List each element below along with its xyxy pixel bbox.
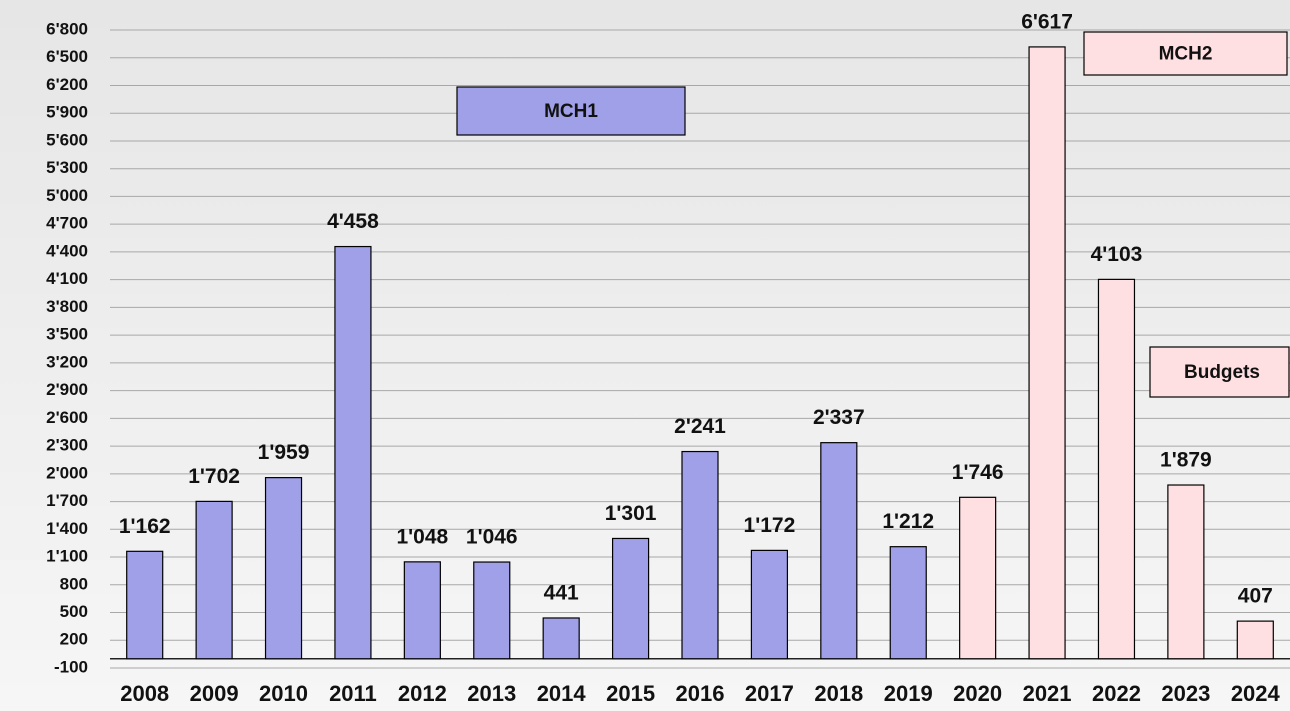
- y-tick-label: 1'100: [46, 547, 88, 566]
- x-tick-label: 2015: [606, 681, 655, 706]
- legend-label: MCH1: [544, 101, 598, 122]
- y-tick-label: 5'300: [46, 158, 88, 177]
- bar: [542, 617, 580, 660]
- data-label: 441: [544, 582, 579, 605]
- y-tick-label: 4'700: [46, 214, 88, 233]
- x-tick-label: 2017: [745, 681, 794, 706]
- x-tick-label: 2010: [259, 681, 308, 706]
- bar: [1097, 278, 1136, 660]
- y-tick-label: 1'400: [46, 519, 88, 538]
- x-tick-label: 2013: [467, 681, 516, 706]
- bar: [264, 477, 303, 660]
- y-tick-label: 4'100: [46, 269, 88, 288]
- x-tick-label: 2009: [190, 681, 239, 706]
- annotation-box: [1149, 346, 1290, 398]
- x-tick-label: 2012: [398, 681, 447, 706]
- annotation: Budgets: [1184, 362, 1260, 383]
- y-tick-label: 4'400: [46, 241, 88, 260]
- bar: [1167, 484, 1205, 660]
- data-label: 1'172: [744, 514, 796, 537]
- x-tick-label: 2008: [120, 681, 169, 706]
- bar: [959, 496, 997, 660]
- y-tick-label: 200: [60, 630, 88, 649]
- bar: [403, 561, 441, 660]
- y-tick-label: 2'900: [46, 380, 88, 399]
- y-tick-label: 5'900: [46, 103, 88, 122]
- x-tick-label: 2016: [676, 681, 725, 706]
- x-tick-label: 2019: [884, 681, 933, 706]
- legend-label: MCH2: [1159, 44, 1213, 65]
- y-tick-label: 500: [60, 602, 88, 621]
- bar: [1028, 46, 1066, 660]
- data-label: 4'458: [327, 210, 379, 233]
- x-tick-label: 2024: [1231, 681, 1281, 706]
- bar: [126, 550, 164, 660]
- x-tick-label: 2014: [537, 681, 587, 706]
- y-tick-label: 2'600: [46, 408, 88, 427]
- y-tick-label: 800: [60, 574, 88, 593]
- bar: [195, 500, 233, 660]
- data-label: 1'048: [396, 525, 448, 548]
- bar: [820, 442, 858, 660]
- data-label: 407: [1238, 585, 1273, 608]
- data-label: 1'879: [1160, 449, 1212, 472]
- bar: [1236, 620, 1274, 660]
- bar: [473, 561, 511, 660]
- y-tick-label: 3'500: [46, 325, 88, 344]
- bar: [334, 245, 372, 660]
- y-tick-label: 1'700: [46, 491, 88, 510]
- y-tick-label: 2'300: [46, 436, 88, 455]
- data-label: 1'702: [188, 465, 240, 488]
- y-tick-label: 3'200: [46, 352, 88, 371]
- y-tick-label: 6'500: [46, 47, 88, 66]
- y-tick-label: -100: [54, 657, 88, 676]
- x-tick-label: 2021: [1023, 681, 1072, 706]
- data-label: 1'162: [119, 515, 171, 538]
- data-label: 1'746: [952, 461, 1004, 484]
- data-label: 2'241: [674, 415, 726, 438]
- x-tick-label: 2011: [329, 681, 377, 706]
- bar: [750, 549, 789, 660]
- data-label: 1'301: [605, 502, 657, 525]
- bar: [611, 537, 650, 660]
- y-tick-label: 5'600: [46, 130, 88, 149]
- y-tick-label: 6'800: [46, 19, 88, 38]
- data-label: 6'617: [1021, 10, 1073, 33]
- bar: [681, 450, 719, 660]
- data-label: 2'337: [813, 406, 865, 429]
- x-tick-label: 2023: [1161, 681, 1210, 706]
- legend-box: [1083, 31, 1288, 76]
- y-tick-label: 5'000: [46, 186, 88, 205]
- bar: [889, 546, 927, 660]
- x-tick-label: 2018: [814, 681, 863, 706]
- data-label: 4'103: [1091, 243, 1143, 266]
- y-tick-label: 2'000: [46, 463, 88, 482]
- x-tick-label: 2022: [1092, 681, 1141, 706]
- x-tick-label: 2020: [953, 681, 1002, 706]
- data-label: 1'212: [882, 510, 934, 533]
- data-label: 1'959: [258, 441, 310, 464]
- legend-box: [456, 86, 686, 136]
- data-label: 1'046: [466, 526, 518, 549]
- y-tick-label: 3'800: [46, 297, 88, 316]
- y-tick-label: 6'200: [46, 75, 88, 94]
